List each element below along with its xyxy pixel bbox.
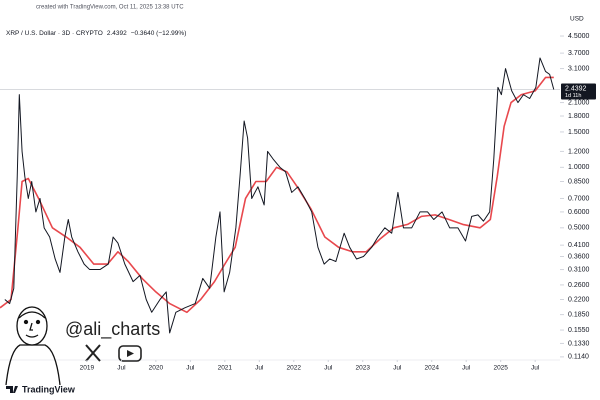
y-tick-label: 1.8000: [568, 113, 590, 120]
created-note: created with TradingView.com, Oct 11, 20…: [36, 5, 184, 11]
x-tick-label: 2024: [424, 365, 439, 372]
symbol-line: XRP / U.S. Dollar · 3D · CRYPTO 2.4392 −0.…: [6, 30, 186, 37]
price-line: [4, 57, 555, 334]
y-tick-label: 4.5000: [568, 33, 590, 40]
y-tick-label: 0.3600: [568, 253, 590, 260]
y-tick-label: 0.1850: [568, 311, 590, 318]
x-tick-label: Jul: [462, 365, 471, 372]
x-tick-label: Jul: [393, 365, 402, 372]
y-tick-label: 0.7000: [568, 195, 590, 202]
last-price-box: [561, 83, 596, 100]
y-tick-label: 1.5000: [568, 129, 590, 136]
youtube-logo: [118, 345, 142, 362]
x-tick-label: 2021: [218, 365, 233, 372]
y-tick-label: 0.3100: [568, 266, 590, 273]
brand-logo: [6, 386, 18, 393]
x-tick-label: 2020: [149, 365, 164, 372]
y-tick-label: 1.2000: [568, 148, 590, 155]
y-tick-label: 2.1000: [568, 99, 590, 106]
x-tick-label: Jul: [324, 365, 333, 372]
x-tick-label: Jul: [117, 365, 126, 372]
y-tick-label: 0.8500: [568, 178, 590, 185]
x-tick-label: 2025: [493, 365, 508, 372]
y-tick-label: 1.0000: [568, 164, 590, 171]
header-change: −0.3640 (−12.99%): [131, 30, 187, 37]
y-tick-label: 3.7000: [568, 50, 590, 57]
brand: TradingView: [22, 384, 76, 394]
y-tick-label: 0.6000: [568, 209, 590, 216]
y-tick-label: 0.4100: [568, 242, 590, 249]
moving-average-line: [0, 76, 554, 314]
y-tick-label: 0.5000: [568, 225, 590, 232]
y-tick-label: 0.1140: [568, 354, 589, 361]
avatar-illustration: [5, 306, 61, 386]
y-tick-label: 0.2200: [568, 296, 590, 303]
countdown-label: 1d 11h: [565, 93, 581, 99]
x-logo: [85, 344, 101, 362]
symbol: XRP / U.S. Dollar · 3D · CRYPTO: [6, 30, 103, 37]
watermark: @ali_charts: [65, 319, 160, 340]
x-tick-label: Jul: [186, 365, 195, 372]
plot-area: [0, 57, 560, 334]
x-tick-label: 2022: [287, 365, 302, 372]
y-tick-label: 0.1330: [568, 340, 590, 347]
x-tick-label: Jul: [255, 365, 264, 372]
last-price-label: 2.4392: [565, 85, 587, 92]
x-tick-label: Jul: [531, 365, 540, 372]
x-tick-label: 2019: [80, 365, 95, 372]
y-tick-label: 0.2600: [568, 282, 590, 289]
y-tick-label: 0.1550: [568, 327, 590, 334]
currency: USD: [570, 16, 584, 23]
x-tick-label: 2023: [356, 365, 371, 372]
y-tick-label: 3.1000: [568, 65, 590, 72]
header-price: 2.4392: [107, 30, 127, 37]
